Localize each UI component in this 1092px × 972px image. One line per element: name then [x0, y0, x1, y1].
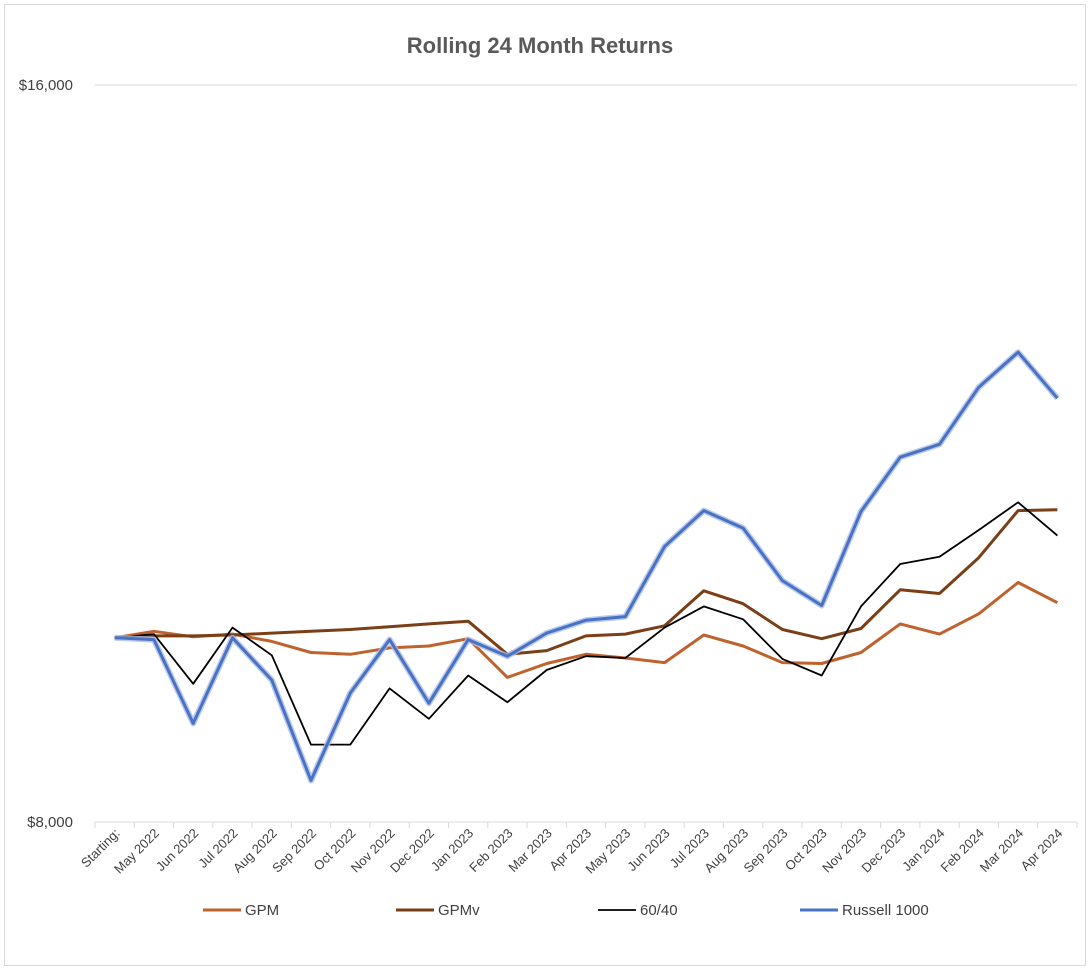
legend-label-russell-1000: Russell 1000 [842, 902, 929, 919]
series-glow-russell-1000 [114, 349, 1060, 784]
chart-title: Rolling 24 Month Returns [407, 33, 673, 58]
x-tick-label: Apr 2024 [1018, 826, 1066, 874]
y-axis: $16,000 $8,000 [19, 77, 73, 831]
series-line-gpm [114, 581, 1059, 679]
gridlines [95, 84, 1077, 823]
chart-frame [4, 4, 1086, 966]
series-line-russell-1000 [114, 350, 1059, 782]
x-tick-label: Mar 2024 [977, 826, 1026, 875]
legend-label-gpmv: GPMv [438, 902, 480, 919]
y-tick-label: $16,000 [19, 77, 73, 94]
series-line-60-40 [114, 501, 1058, 746]
x-tick-label: Jun 2022 [153, 826, 201, 874]
legend-label-60-40: 60/40 [640, 902, 678, 919]
series-line-gpmv [114, 508, 1058, 656]
x-tick-label: Jun 2023 [624, 826, 672, 874]
series-lines [114, 349, 1060, 784]
x-tick-label: Mar 2023 [505, 826, 554, 875]
legend: GPM GPMv 60/40 Russell 1000 [203, 902, 929, 919]
legend-label-gpm: GPM [245, 902, 279, 919]
y-tick-label: $8,000 [27, 814, 73, 831]
